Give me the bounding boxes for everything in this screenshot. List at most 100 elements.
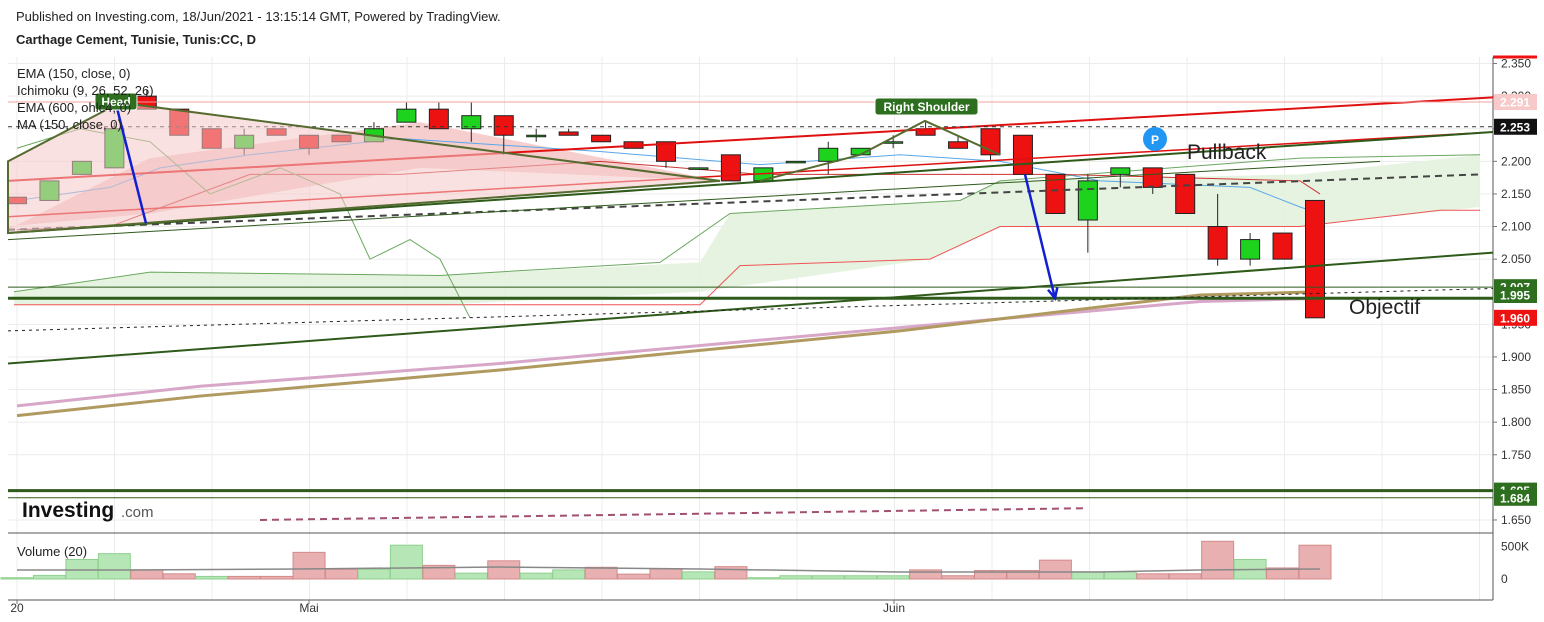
volume-bar-13 (422, 564, 456, 580)
candle-25 (818, 141, 839, 175)
volume-bar-20 (649, 568, 683, 580)
pink-dashed-line (259, 507, 1086, 521)
volume-bar-36 (1168, 573, 1202, 580)
price-label-4: 1.960 (1494, 309, 1537, 326)
candle-body-15 (493, 115, 514, 136)
annotation-objectif: Objectif (1349, 296, 1420, 319)
indicator-legend: EMA (150, close, 0) Ichimoku (9, 26, 52,… (17, 66, 154, 132)
legend-ichimoku: Ichimoku (9, 26, 52, 26) (17, 83, 154, 98)
volume-bar-0 (0, 577, 34, 580)
price-label-bg-6 (1494, 489, 1537, 506)
watermark-brand: Investing (22, 499, 114, 522)
volume-bar-28 (909, 569, 943, 580)
pullback-pin: P (1143, 127, 1167, 151)
volume-bar-14 (454, 572, 488, 580)
badge-bg-0 (94, 92, 138, 111)
volume-bar-7 (227, 575, 261, 580)
ma150-line (16, 296, 1321, 408)
volume-bar-22 (714, 566, 748, 580)
symbol-title: Carthage Cement, Tunisie, Tunis:CC, D (16, 32, 257, 47)
price-label-text-3: 1.995 (1500, 289, 1530, 303)
volume-bar-27 (876, 575, 910, 580)
badge-label-0: Head (101, 95, 130, 109)
candle-body-35 (1142, 167, 1163, 188)
candle-body-17 (558, 131, 579, 136)
volume-bar-33 (1071, 571, 1105, 580)
legend-ma150: MA (150, close, 0) (17, 117, 122, 132)
y-tick-12: 1.650 (1501, 513, 1531, 527)
volume-bar-11 (357, 568, 391, 580)
price-label-text-1: 2.253 (1500, 120, 1530, 134)
candle-12 (396, 102, 417, 123)
volume-bar-15 (487, 560, 521, 580)
x-tick-1: Mai (299, 601, 318, 615)
volume-ma (17, 566, 1321, 573)
price-axis: 2.3502.3002.2502.2002.1502.1002.0501.950… (1493, 57, 1537, 527)
right-shoulder-outline (759, 119, 1001, 182)
volume-bar-40 (1298, 544, 1332, 580)
candle-38 (1240, 233, 1261, 266)
volume-bar-9 (292, 551, 326, 580)
dotted-trendline (7, 287, 1494, 332)
price-label-bg-3 (1494, 287, 1537, 303)
candle-39 (1272, 232, 1293, 260)
candle-body-20 (656, 141, 676, 162)
candle-30 (980, 128, 1001, 162)
price-label-text-0: 2.291 (1500, 95, 1530, 109)
pin-circle (1143, 127, 1167, 151)
candle-body-32 (1045, 173, 1066, 214)
volume-bar-21 (681, 571, 715, 580)
volume-bar-24 (779, 575, 813, 580)
inner-support (7, 160, 1381, 241)
volume-bar-34 (1103, 571, 1137, 580)
annotations: Head Right Shoulder P Pullback Objectif (7, 92, 1420, 319)
candle-32 (1045, 173, 1066, 214)
candle-15 (493, 115, 514, 155)
watermark-suffix: .com (121, 504, 154, 521)
volume-tick-1: 0 (1501, 572, 1508, 586)
volume-bar-10 (325, 568, 358, 580)
price-label-3: 1.995 (1494, 287, 1537, 303)
dashed-channel (7, 173, 1481, 231)
candle-body-31 (1012, 134, 1033, 175)
candle-body-12 (396, 108, 417, 123)
price-label-6: 1.684 (1494, 489, 1537, 506)
candle-18 (591, 134, 612, 143)
price-label-bg-0 (1494, 93, 1537, 110)
volume-bar-3 (97, 553, 131, 580)
volume-bar-29 (941, 575, 975, 580)
candle-body-33 (1077, 180, 1098, 221)
price-label-1: 2.253 (1494, 118, 1537, 135)
candle-body-24 (785, 160, 806, 164)
candle-body-39 (1272, 232, 1293, 260)
price-label-text-6: 1.684 (1500, 491, 1530, 505)
y-tick-11: 1.750 (1501, 448, 1531, 462)
candle-37 (1207, 193, 1228, 266)
candle-body-16 (526, 134, 547, 138)
candle-16 (526, 128, 547, 142)
y-tick-0: 2.350 (1501, 57, 1531, 71)
volume-bar-25 (811, 575, 845, 580)
annotation-pullback: Pullback (1187, 141, 1267, 164)
volume-label: Volume (20) (17, 544, 87, 559)
volume-bar-26 (844, 575, 878, 580)
volume-bar-5 (162, 573, 196, 580)
volume-bar-18 (584, 566, 618, 580)
y-tick-3: 2.200 (1501, 154, 1531, 168)
senkou-a (13, 154, 1481, 293)
x-tick-2: Juin (883, 601, 905, 615)
price-label-0: 2.291 (1494, 93, 1537, 110)
y-tick-4: 2.150 (1501, 187, 1531, 201)
volume-tick-0: 500K (1501, 540, 1529, 554)
candle-34 (1110, 167, 1131, 188)
badge-bg-1 (874, 97, 979, 116)
price-label-bg-4 (1494, 309, 1537, 326)
candle-22 (720, 154, 741, 182)
candle-body-22 (720, 154, 741, 182)
long-term-trendline (7, 251, 1494, 365)
y-tick-8: 1.900 (1501, 350, 1531, 364)
volume-bar-19 (617, 573, 651, 580)
candle-body-13 (428, 108, 449, 130)
cloud-green (14, 154, 1480, 305)
